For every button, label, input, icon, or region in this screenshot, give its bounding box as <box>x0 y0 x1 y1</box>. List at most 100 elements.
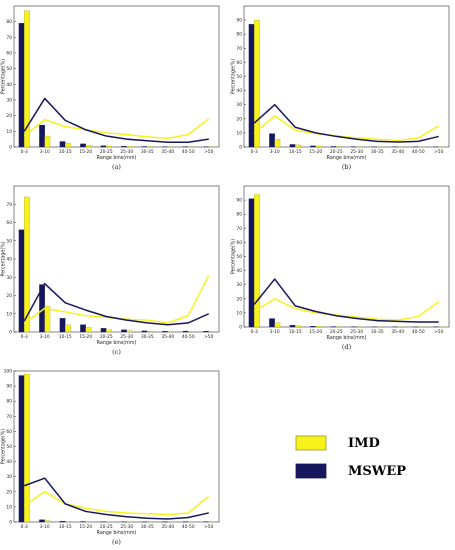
bar-imd <box>208 331 215 333</box>
y-tick-label: 0 <box>239 145 242 151</box>
bar-mswep <box>59 318 66 333</box>
bar-mswep <box>18 229 25 333</box>
x-tick-label: 35-40 <box>161 149 174 155</box>
y-tick-label: 70 <box>6 414 12 420</box>
plot-frame <box>13 5 220 148</box>
x-tick-label: 15-20 <box>79 334 92 340</box>
bar-imd <box>24 10 30 148</box>
bar-mswep <box>18 375 25 523</box>
y-tick-label: 50 <box>236 74 242 80</box>
bar-mswep <box>289 144 296 148</box>
y-tick-label: 70 <box>6 202 12 208</box>
x-tick-label: 30-35 <box>141 524 154 530</box>
x-tick-label: 0-3 <box>21 524 28 530</box>
y-tick-label: 10 <box>236 130 242 136</box>
y-tick-label: 10 <box>6 504 12 510</box>
bar-imd <box>295 325 301 328</box>
bar-imd <box>106 145 112 148</box>
y-axis-title: Percentage(%) <box>1 241 7 276</box>
bar-imd <box>44 306 51 333</box>
bar-mswep <box>310 326 316 328</box>
y-tick-label: 40 <box>236 88 242 94</box>
legend: IMD MSWEP <box>295 435 406 479</box>
y-tick-label: 0 <box>9 145 12 151</box>
bar-mswep <box>100 145 107 148</box>
bar-imd <box>167 331 174 333</box>
x-axis-title: Range bins(mm) <box>97 155 137 161</box>
x-tick-label: 0-3 <box>21 149 28 155</box>
panel-label: (d) <box>342 343 352 351</box>
x-tick-label: 10-15 <box>289 329 302 335</box>
bar-imd <box>44 520 51 523</box>
y-tick-label: 40 <box>6 257 12 263</box>
x-tick-label: 0-3 <box>251 329 258 335</box>
x-tick-label: 10-15 <box>59 524 72 530</box>
bar-mswep <box>248 198 255 328</box>
x-tick-label: 30-35 <box>371 329 384 335</box>
bar-mswep <box>18 23 25 148</box>
bar-mswep <box>100 328 107 333</box>
y-tick-label: 40 <box>6 82 12 88</box>
panel-label: (b) <box>342 163 352 171</box>
y-tick-label: 0 <box>9 330 12 336</box>
x-tick-label: >50 <box>204 149 213 155</box>
bar-mswep <box>59 141 66 148</box>
y-tick-label: 50 <box>6 66 12 72</box>
bar-imd <box>65 521 71 523</box>
y-tick-label: 50 <box>6 238 12 244</box>
chart-panel-b: 0 10 20 30 40 50 60 70 80 90 0-3 3-10 10-15 15-20 20-2… <box>231 5 450 171</box>
y-tick-label: 0 <box>239 325 242 331</box>
x-tick-label: 30-35 <box>141 334 154 340</box>
line-imd <box>23 275 210 325</box>
line-mswep <box>23 282 210 326</box>
x-tick-label: 20-25 <box>100 524 113 530</box>
x-tick-label: 35-40 <box>161 334 174 340</box>
y-tick-label: 20 <box>6 113 12 119</box>
bar-imd <box>315 326 322 328</box>
bar-mswep <box>269 318 275 328</box>
bar-mswep <box>289 325 296 328</box>
y-tick-label: 80 <box>236 32 242 38</box>
bar-imd <box>44 135 51 148</box>
x-tick-label: 40-50 <box>182 149 195 155</box>
panel-label: (c) <box>112 348 121 356</box>
y-tick-label: 30 <box>6 275 12 281</box>
bar-imd <box>85 144 92 148</box>
x-tick-label: 35-40 <box>391 329 404 335</box>
x-tick-label: 40-50 <box>412 329 425 335</box>
x-tick-label: 15-20 <box>309 329 322 335</box>
bar-mswep <box>39 519 45 523</box>
bar-imd <box>126 146 133 148</box>
x-tick-label: 25-30 <box>120 524 133 530</box>
bar-imd <box>254 194 260 328</box>
y-tick-label: 60 <box>236 60 242 66</box>
bar-imd <box>85 327 92 333</box>
x-tick-label: 3-10 <box>40 334 50 340</box>
panel-label: (e) <box>112 538 121 546</box>
y-tick-label: 60 <box>6 220 12 226</box>
y-tick-label: 30 <box>6 474 12 480</box>
bar-mswep <box>203 331 209 333</box>
chart-panel-a: 0 10 20 30 40 50 60 70 80 0-3 3-10 10-15 15-20 20-25 2… <box>1 5 220 171</box>
x-axis-title: Range bins(mm) <box>97 530 137 536</box>
bar-mswep <box>330 146 337 148</box>
x-tick-label: 40-50 <box>182 334 195 340</box>
x-tick-label: 30-35 <box>141 149 154 155</box>
y-tick-label: 10 <box>6 311 12 317</box>
x-tick-label: 35-40 <box>161 524 174 530</box>
y-tick-label: 30 <box>6 98 12 104</box>
y-tick-label: 20 <box>6 489 12 495</box>
y-tick-label: 20 <box>236 296 242 302</box>
bar-mswep <box>182 330 189 333</box>
y-tick-label: 30 <box>236 102 242 108</box>
y-tick-label: 60 <box>6 429 12 435</box>
x-tick-label: 10-15 <box>289 149 302 155</box>
line-mswep <box>23 477 209 520</box>
y-tick-label: 70 <box>236 46 242 52</box>
x-axis-title: Range bins(mm) <box>327 155 367 161</box>
bar-mswep <box>248 24 255 148</box>
x-axis-title: Range bins(mm) <box>327 335 367 341</box>
x-tick-label: >50 <box>204 524 213 530</box>
x-tick-label: 40-50 <box>412 149 425 155</box>
